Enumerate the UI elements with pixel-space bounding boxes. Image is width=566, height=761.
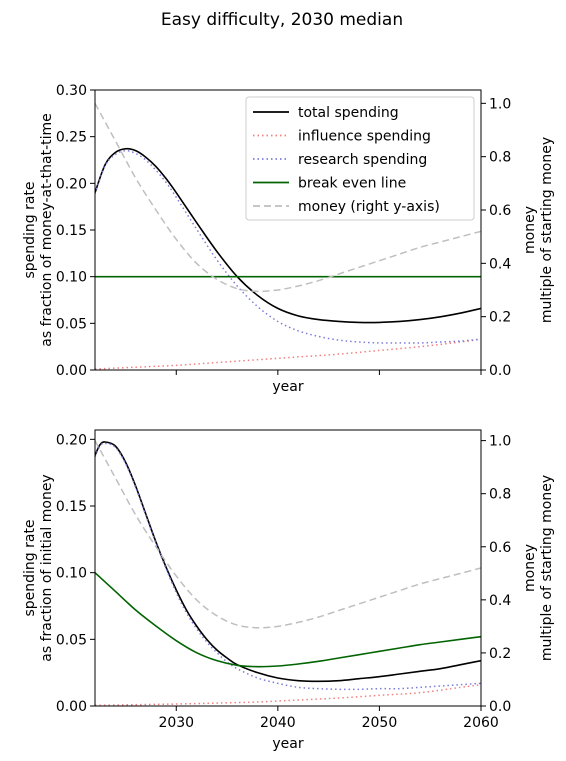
- y2-tick-label: 0.0: [489, 699, 511, 715]
- series-line-total: [95, 441, 481, 683]
- series-line-total: [95, 147, 481, 324]
- y-tick-label: 0.15: [56, 499, 87, 515]
- y2-tick-label: 0.8: [489, 150, 511, 166]
- figure-title: Easy difficulty, 2030 median: [161, 10, 403, 30]
- y-tick-label: 0.10: [56, 270, 87, 286]
- y2-tick-label: 0.4: [489, 593, 511, 609]
- y-tick-label: 0.10: [56, 566, 87, 582]
- legend-label: research spending: [298, 152, 427, 168]
- legend-box: [245, 96, 475, 221]
- y2-tick-label: 1.0: [489, 434, 511, 450]
- y2-tick-label: 0.0: [489, 363, 511, 379]
- series-line-influence: [95, 683, 481, 706]
- x-axis-label: year: [272, 379, 303, 395]
- series-line-influence: [95, 338, 481, 370]
- y2-tick-label: 0.2: [489, 310, 511, 326]
- top-panel: 0.00 0.05 0.10 0.15 0.20 0.25 0.30 0.0 0.2 0.4 0.6…: [22, 83, 555, 395]
- y-tick-label: 0.15: [56, 223, 87, 239]
- y-tick-label: 0.00: [56, 363, 87, 379]
- y-tick-label: 0.05: [56, 316, 87, 332]
- x-tick-label: 2060: [463, 715, 499, 731]
- y2-axis-label: moneymultiple of starting money: [522, 475, 555, 661]
- y-tick-label: 0.20: [56, 176, 87, 192]
- x-tick-label: 2040: [260, 715, 296, 731]
- y2-tick-label: 0.4: [489, 256, 511, 272]
- y-tick-label: 0.30: [56, 83, 87, 99]
- series-line-money: [95, 102, 481, 293]
- legend-label: total spending: [298, 105, 399, 121]
- legend-label: money (right y-axis): [298, 199, 440, 215]
- series-lines: [95, 440, 481, 706]
- series-line-research: [95, 442, 481, 691]
- y-tick-label: 0.00: [56, 699, 87, 715]
- y-axis-label: spending rateas fraction of money-at-tha…: [22, 113, 55, 347]
- legend: total spending influence spending research…: [245, 96, 475, 221]
- x-axis-label: year: [272, 736, 303, 752]
- y2-tick-label: 0.2: [489, 646, 511, 662]
- series-line-money: [95, 440, 481, 629]
- y-tick-label: 0.05: [56, 632, 87, 648]
- axes-frame: [94, 429, 482, 707]
- y2-tick-label: 0.6: [489, 540, 511, 556]
- legend-label: influence spending: [298, 129, 431, 145]
- y2-tick-label: 1.0: [489, 96, 511, 112]
- y-tick-label: 0.25: [56, 130, 87, 146]
- legend-label: break even line: [298, 176, 406, 192]
- x-tick-label: 2030: [158, 715, 194, 731]
- series-lines: [95, 102, 481, 370]
- y-tick-label: 0.20: [56, 432, 87, 448]
- series-line-breakeven: [95, 572, 481, 668]
- bottom-panel: 0.00 0.05 0.10 0.15 0.20 0.0 0.2 0.4 0.6 0.8 1.0 20…: [22, 429, 555, 752]
- x-tick-label: 2050: [362, 715, 398, 731]
- y-axis-label: spending rateas fraction of initial mone…: [22, 474, 55, 661]
- y2-tick-label: 0.8: [489, 487, 511, 503]
- y2-axis-label: moneymultiple of starting money: [522, 137, 555, 323]
- y2-tick-label: 0.6: [489, 203, 511, 219]
